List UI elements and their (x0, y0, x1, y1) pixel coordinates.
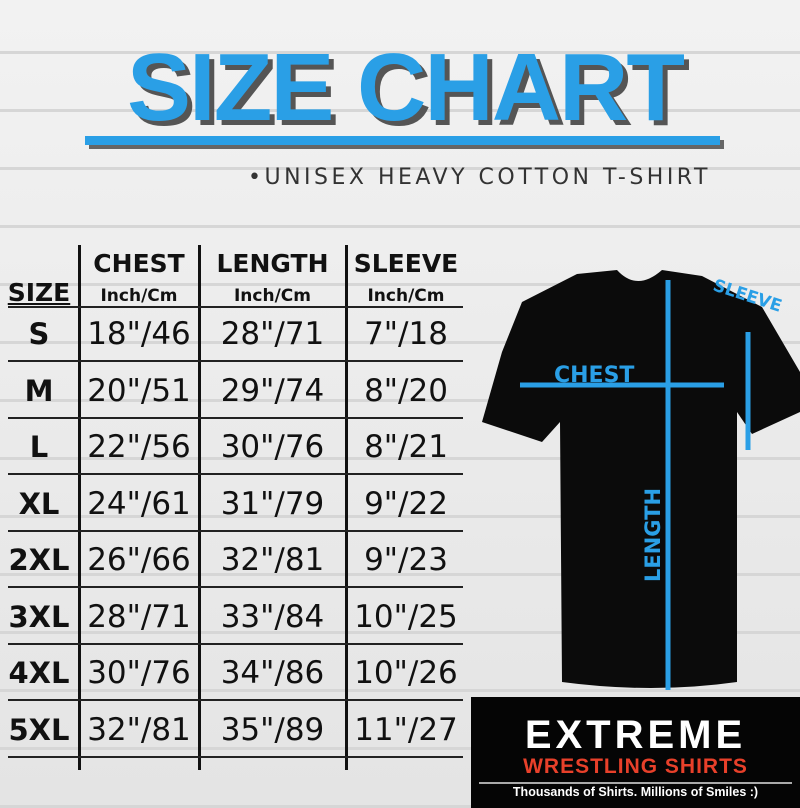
measure-cell: 24"/61 (87, 485, 191, 522)
subtitle: •UNISEX HEAVY COTTON T-SHIRT (248, 165, 711, 190)
title-underline (85, 136, 720, 145)
measure-cell: 10"/26 (354, 655, 458, 691)
row-divider (8, 642, 463, 645)
row-divider (8, 699, 463, 701)
measure-cell: 29"/74 (220, 372, 325, 409)
size-cell: L (29, 430, 49, 464)
size-cell: 2XL (8, 543, 70, 577)
size-cell: 4XL (8, 656, 70, 690)
size-cell: XL (18, 486, 60, 521)
measure-cell: 34"/86 (220, 655, 325, 691)
measure-cell: 28"/71 (87, 598, 191, 635)
header-chest: CHEST (93, 249, 185, 278)
column-divider (78, 245, 81, 770)
measure-cell: 8"/20 (364, 372, 448, 409)
measure-cell: 20"/51 (87, 372, 191, 409)
measure-cell: 30"/76 (220, 429, 325, 465)
size-cell: 5XL (8, 712, 70, 747)
chest-label: CHEST (554, 363, 634, 388)
measure-cell: 35"/89 (220, 711, 325, 748)
measure-cell: 9"/22 (364, 485, 448, 522)
header-unit: Inch/Cm (233, 286, 311, 306)
size-cell: S (28, 317, 50, 351)
row-divider (8, 529, 463, 532)
column-divider (198, 245, 201, 770)
size-cell: 3XL (8, 599, 70, 634)
measure-cell: 32"/81 (87, 711, 191, 748)
measure-cell: 11"/27 (354, 711, 458, 748)
header-size: SIZE (7, 278, 71, 307)
logo-tagline: Thousands of Shirts. Millions of Smiles … (479, 782, 792, 800)
measure-cell: 7"/18 (364, 316, 448, 352)
header-sleeve: SLEEVE (353, 249, 459, 278)
header-length: LENGTH (216, 249, 329, 278)
measure-cell: 10"/25 (354, 598, 458, 635)
measure-cell: 32"/81 (220, 542, 325, 578)
row-divider (8, 360, 463, 362)
logo-subtitle: WRESTLING SHIRTS (523, 755, 748, 778)
measure-cell: 31"/79 (220, 485, 325, 522)
tshirt-diagram: CHEST LENGTH SLEEVE (482, 270, 800, 690)
size-cell: M (24, 373, 54, 408)
row-divider (8, 416, 463, 419)
logo-title: EXTREME (524, 713, 747, 757)
header-unit: Inch/Cm (100, 286, 178, 306)
measure-cell: 30"/76 (87, 655, 191, 691)
measure-cell: 33"/84 (220, 598, 325, 635)
measure-cell: 18"/46 (87, 316, 191, 352)
measure-cell: 28"/71 (220, 316, 325, 352)
row-divider (8, 755, 463, 758)
column-divider (345, 245, 348, 770)
row-divider (8, 586, 463, 588)
row-divider (8, 473, 463, 475)
measure-cell: 26"/66 (87, 542, 191, 578)
page-title: SIZE CHART (127, 34, 685, 141)
measure-cell: 22"/56 (87, 429, 191, 465)
tshirt-icon (482, 270, 800, 688)
brand-logo: EXTREME WRESTLING SHIRTS Thousands of Sh… (471, 697, 800, 808)
length-label: LENGTH (641, 488, 665, 582)
row-divider (8, 306, 463, 308)
measure-cell: 9"/23 (364, 542, 448, 578)
measure-cell: 8"/21 (364, 429, 448, 465)
header-unit: Inch/Cm (367, 286, 445, 306)
